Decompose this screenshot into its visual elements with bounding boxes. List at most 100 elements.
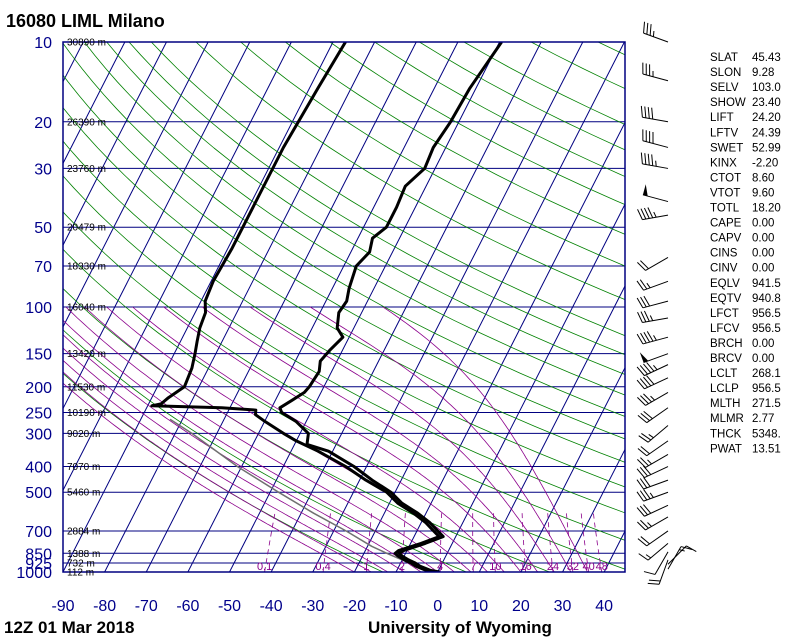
index-label: CAPE — [710, 218, 742, 230]
dry-adiabat — [374, 42, 625, 177]
index-value: 941.5 — [752, 278, 781, 290]
moist-adiabat — [63, 319, 438, 572]
mixing-ratio-label: 10 — [489, 561, 501, 573]
barb-flag — [640, 260, 649, 270]
barb-flag — [639, 505, 648, 516]
barb-flag — [637, 414, 648, 424]
barb-flag — [643, 21, 646, 34]
mixing-ratio-line — [264, 513, 276, 572]
sounding-profiles — [150, 42, 503, 572]
barb-flag — [651, 107, 654, 120]
barb-half-flag — [653, 211, 657, 218]
height-label: 732 m — [67, 559, 95, 570]
index-label: LCLT — [710, 368, 737, 380]
height-label: 2884 m — [67, 526, 100, 537]
barb-flag — [638, 553, 649, 561]
index-label: SELV — [710, 82, 739, 94]
wind-barb — [642, 129, 669, 148]
pressure-tick-label: 30 — [34, 161, 52, 178]
wind-barbs — [636, 21, 697, 585]
height-label: 9020 m — [67, 429, 100, 440]
temperature-tick-label: 10 — [470, 598, 488, 615]
barb-staff — [645, 516, 669, 531]
barb-staff — [642, 116, 669, 123]
index-label: BRCV — [710, 353, 742, 365]
wind-barb — [638, 543, 669, 561]
dry-adiabat — [63, 175, 625, 514]
barb-staff — [642, 336, 669, 345]
barb-flag — [637, 311, 643, 323]
index-label: VTOT — [710, 187, 740, 199]
index-value: 9.60 — [752, 187, 774, 199]
barb-flag — [640, 332, 647, 344]
background-grid — [63, 42, 625, 572]
index-value: 0.00 — [752, 338, 774, 350]
mixing-ratio-line — [472, 513, 474, 572]
wind-barb — [636, 489, 669, 502]
barb-half-flag — [653, 365, 658, 371]
index-value: 2.77 — [752, 413, 774, 425]
barb-flag — [640, 446, 650, 455]
pressure-tick-label: 300 — [25, 426, 52, 443]
dewpoint-profile — [150, 42, 441, 572]
temperature-tick-label: 30 — [554, 598, 572, 615]
observation-time: 12Z 01 Mar 2018 — [4, 618, 134, 637]
mixing-ratio-line — [566, 513, 574, 572]
height-labels: 30890 m 26390 m 23760 m 20479 m 18330 m 16040… — [67, 38, 106, 579]
mixing-ratio-label: 4 — [437, 561, 443, 573]
mixing-ratio-label: 48 — [596, 561, 608, 573]
isotherm — [353, 42, 625, 572]
dry-adiabat — [63, 42, 625, 417]
barb-staff — [646, 407, 669, 424]
mixing-ratio-label: 0.1 — [257, 561, 272, 573]
wind-barb — [636, 295, 669, 309]
barb-flag — [640, 311, 647, 323]
temperature-tick-label: 20 — [512, 598, 530, 615]
barb-flag — [636, 479, 644, 490]
barb-flag — [636, 366, 645, 376]
index-label: CAPV — [710, 233, 742, 245]
index-value: 940.8 — [752, 293, 781, 305]
temperature-tick-label: -50 — [218, 598, 241, 615]
isotherm — [312, 42, 584, 572]
index-value: -2.20 — [752, 157, 778, 169]
barb-staff — [644, 504, 669, 517]
index-label: CINV — [710, 263, 738, 275]
barb-staff — [667, 546, 682, 570]
barb-flag — [636, 507, 645, 517]
height-label: 30890 m — [67, 38, 106, 49]
barb-staff — [642, 163, 669, 169]
barb-staff — [642, 140, 669, 148]
barb-flag — [640, 412, 650, 422]
dry-adiabat — [419, 42, 625, 151]
wind-barb — [636, 504, 669, 517]
barb-half-flag — [647, 522, 652, 527]
barb-staff — [642, 317, 669, 323]
index-value: 0.00 — [752, 233, 774, 245]
barb-flag — [641, 433, 652, 441]
height-label: 5460 m — [67, 488, 100, 499]
isotherm — [229, 42, 500, 572]
index-value: 18.20 — [752, 203, 781, 215]
mixing-ratio-line — [593, 513, 603, 572]
pressure-tick-label: 1000 — [16, 565, 52, 582]
dry-adiabat — [106, 42, 625, 375]
dry-adiabat — [63, 107, 625, 463]
wind-barb — [639, 352, 669, 364]
temperature-tick-label: -80 — [93, 598, 116, 615]
barb-staff — [644, 377, 669, 390]
barb-flag — [636, 280, 644, 291]
barb-half-flag — [647, 459, 652, 465]
index-label: LFCT — [710, 308, 739, 320]
isotherm — [63, 42, 251, 410]
barb-flag — [637, 209, 643, 220]
index-value: 956.5 — [752, 308, 781, 320]
barb-flag — [647, 207, 654, 219]
barb-flag — [643, 465, 652, 475]
barb-flag — [640, 152, 643, 164]
wind-barb — [637, 440, 669, 457]
pressure-tick-label: 500 — [25, 485, 52, 502]
height-label: 18330 m — [67, 261, 106, 272]
height-label: 1388 m — [67, 549, 100, 560]
barb-flag — [639, 365, 648, 375]
